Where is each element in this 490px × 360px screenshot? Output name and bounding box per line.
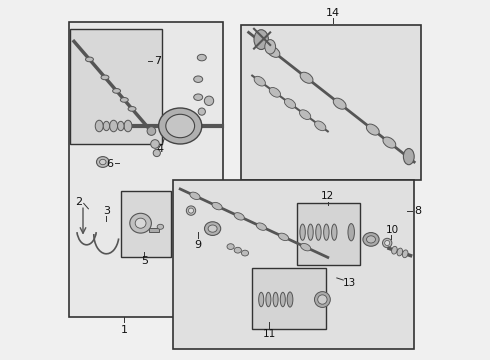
Ellipse shape [227,244,234,249]
Circle shape [204,96,214,105]
Ellipse shape [99,159,106,165]
Bar [71,29,162,144]
Text: 3: 3 [103,206,110,216]
Ellipse shape [367,236,375,243]
Circle shape [186,206,196,215]
Ellipse shape [110,120,118,132]
Ellipse shape [118,121,124,131]
Ellipse shape [308,224,313,240]
Circle shape [385,240,390,246]
Text: 8: 8 [414,206,421,216]
Circle shape [189,208,194,213]
Ellipse shape [367,124,379,135]
Text: 5: 5 [141,256,147,266]
Text: 7: 7 [154,56,161,66]
Ellipse shape [332,224,337,240]
Ellipse shape [392,246,397,254]
Circle shape [153,149,160,157]
Bar [173,180,414,349]
Ellipse shape [363,233,379,246]
Ellipse shape [212,202,222,210]
Bar [69,22,223,317]
Ellipse shape [234,213,245,220]
Ellipse shape [348,224,354,241]
Ellipse shape [95,120,103,132]
Text: 11: 11 [263,329,276,339]
Ellipse shape [159,108,202,144]
Ellipse shape [267,46,280,57]
Ellipse shape [194,94,203,100]
Ellipse shape [299,110,311,120]
Ellipse shape [280,292,285,307]
Ellipse shape [403,149,414,165]
Bar [148,228,159,232]
Ellipse shape [256,223,267,230]
Ellipse shape [300,224,305,240]
Ellipse shape [316,224,321,240]
Ellipse shape [130,213,151,233]
Ellipse shape [166,114,195,138]
Ellipse shape [234,247,242,253]
Ellipse shape [197,54,206,61]
Ellipse shape [208,225,217,232]
Text: 13: 13 [343,278,356,288]
Ellipse shape [254,76,266,86]
Ellipse shape [333,98,346,109]
Bar [242,25,421,180]
Ellipse shape [284,99,295,108]
Ellipse shape [242,250,248,256]
Ellipse shape [121,98,128,102]
Bar [121,191,171,257]
Circle shape [315,292,330,307]
Ellipse shape [300,72,313,83]
Text: 6: 6 [106,159,114,169]
Ellipse shape [254,30,269,49]
Circle shape [151,140,159,148]
Ellipse shape [383,137,396,148]
Ellipse shape [135,218,146,228]
Text: 14: 14 [326,8,340,18]
Ellipse shape [204,222,220,235]
Ellipse shape [86,57,94,62]
Ellipse shape [190,192,200,199]
Ellipse shape [124,120,132,132]
Ellipse shape [101,75,109,80]
Text: 4: 4 [157,144,164,154]
Ellipse shape [265,40,275,54]
Ellipse shape [157,224,164,229]
Ellipse shape [402,250,408,258]
Circle shape [383,238,392,248]
Text: 10: 10 [385,225,398,235]
Ellipse shape [324,224,329,240]
Ellipse shape [103,121,110,131]
Ellipse shape [128,107,136,111]
Ellipse shape [397,248,403,256]
Ellipse shape [194,76,203,82]
Circle shape [198,108,205,115]
Ellipse shape [97,157,109,167]
Ellipse shape [300,243,311,251]
Ellipse shape [273,292,278,307]
Circle shape [318,295,327,304]
Ellipse shape [315,121,326,131]
Bar [252,268,326,329]
Bar [297,203,360,265]
Text: 1: 1 [121,325,128,336]
Ellipse shape [113,89,121,93]
Text: 2: 2 [75,197,82,207]
Circle shape [147,127,156,135]
Ellipse shape [278,233,289,240]
Text: 12: 12 [321,191,335,201]
Ellipse shape [259,292,264,307]
Ellipse shape [287,292,293,307]
Ellipse shape [269,87,280,97]
Ellipse shape [266,292,271,307]
Text: 9: 9 [195,240,202,250]
